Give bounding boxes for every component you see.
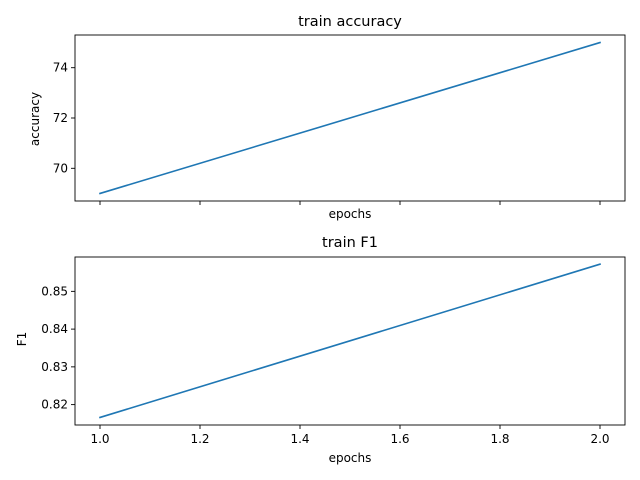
x-tick-label: 1.6 (390, 432, 409, 446)
y-tick-label: 0.83 (41, 360, 68, 374)
axes-frame (74, 256, 626, 426)
x-tick-label: 1.4 (290, 432, 309, 446)
y-tick-label: 70 (53, 161, 68, 175)
x-tick-label: 1.8 (490, 432, 509, 446)
y-axis-label: accuracy (28, 92, 42, 146)
y-tick-label: 0.85 (41, 284, 68, 298)
x-axis-label: epochs (329, 451, 372, 465)
y-tick-label: 74 (53, 61, 68, 75)
x-tick-label: 1.0 (90, 432, 109, 446)
y-tick-label: 0.84 (41, 322, 68, 336)
y-tick-label: 72 (53, 111, 68, 125)
chart-title: train accuracy (298, 14, 402, 30)
x-tick-label: 2.0 (590, 432, 609, 446)
train-f1-chart: train F1 epochs F1 1.0 1.2 1.4 1.6 1.8 2.0 0.8… (15, 235, 626, 465)
y-axis-label: F1 (15, 332, 29, 347)
series-line (99, 41, 601, 195)
series-line (99, 263, 601, 419)
y-tick-label: 0.82 (41, 398, 68, 412)
chart-title: train F1 (322, 235, 378, 251)
train-accuracy-chart: train accuracy epochs accuracy 70 72 74 (28, 14, 626, 221)
x-tick-label: 1.2 (190, 432, 209, 446)
x-axis-label: epochs (329, 207, 372, 221)
